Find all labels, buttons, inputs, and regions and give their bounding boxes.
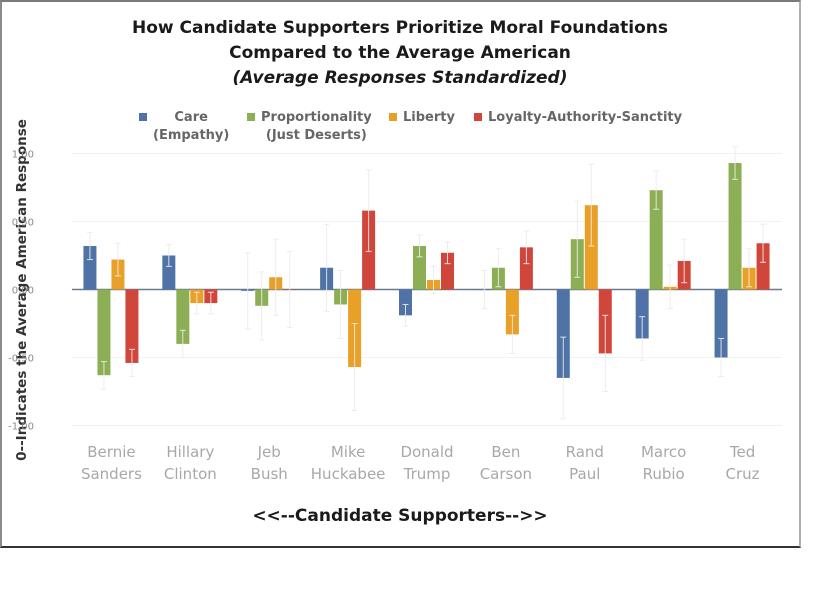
x-tick-label-first: Bernie: [87, 443, 135, 461]
x-tick-label-last: Bush: [251, 465, 288, 483]
y-tick-label: 0.50: [12, 218, 34, 229]
legend-label-proportionality: Proportionality: [261, 110, 372, 125]
bar-proportionality-bernie: [97, 289, 111, 376]
legend: Care (Empathy) Proportionality (Just Deser…: [0, 109, 800, 149]
bar-proportionality-donald: [413, 245, 426, 290]
legend-swatch-las: [474, 113, 482, 121]
chart-title: How Candidate Supporters Prioritize Mora…: [132, 18, 668, 38]
x-tick-label-last: Paul: [569, 465, 600, 483]
y-tick-label: 0.00: [12, 286, 34, 297]
x-tick-label-last: Cruz: [726, 465, 760, 483]
chart-subtitle: (Average Responses Standardized): [232, 68, 568, 88]
bar-care-marco: [635, 289, 649, 339]
legend-sublabel-proportionality: (Just Deserts): [265, 128, 367, 143]
legend-sublabel-care: (Empathy): [153, 128, 230, 143]
bar-care-bernie: [83, 245, 97, 290]
legend-swatch-liberty: [389, 113, 397, 121]
bar-care-donald: [399, 289, 412, 316]
legend-item-las: Loyalty-Authority-Sanctity: [474, 109, 682, 127]
x-tick-label-first: Jeb: [257, 443, 281, 461]
y-tick-label: -0.50: [8, 354, 34, 365]
y-tick-label: 1.00: [12, 150, 34, 161]
x-tick-label-last: Clinton: [164, 465, 217, 483]
bar-care-rand: [556, 289, 570, 378]
x-tick-label-first: Ted: [729, 443, 755, 461]
x-axis-label: <<--Candidate Supporters-->>: [252, 506, 548, 526]
x-tick-label-first: Hillary: [166, 443, 214, 461]
bar-loyalty-authority-sanctity-ben: [519, 247, 533, 290]
legend-label-las: Loyalty-Authority-Sanctity: [488, 110, 683, 125]
bar-care-ted: [714, 289, 728, 358]
bar-proportionality-ted: [728, 163, 742, 290]
bar-loyalty-authority-sanctity-ted: [756, 243, 770, 290]
legend-item-proportionality: Proportionality (Just Deserts): [247, 109, 372, 145]
y-tick-label: -1.00: [8, 422, 34, 433]
bar-proportionality-hillary: [176, 289, 190, 344]
chart-title-line2: Compared to the Average American: [229, 43, 571, 63]
bar-proportionality-marco: [649, 190, 663, 290]
x-tick-label-last: Rubio: [643, 465, 685, 483]
x-tick-label-first: Mike: [331, 443, 366, 461]
bar-liberty-ben: [505, 289, 519, 335]
legend-swatch-care: [139, 113, 147, 121]
chart-frame: [0, 0, 801, 548]
x-tick-label-last: Carson: [480, 465, 532, 483]
legend-swatch-proportionality: [247, 113, 255, 121]
bar-liberty-rand: [584, 205, 598, 290]
x-tick-label-last: Trump: [403, 465, 451, 483]
legend-label-liberty: Liberty: [403, 110, 455, 125]
legend-label-care: Care: [174, 110, 208, 125]
x-tick-label-first: Donald: [400, 443, 453, 461]
bar-loyalty-authority-sanctity-donald: [441, 252, 454, 290]
x-tick-label-first: Ben: [491, 443, 520, 461]
bar-loyalty-authority-sanctity-bernie: [125, 289, 139, 363]
x-tick-label-last: Sanders: [81, 465, 142, 483]
legend-item-care: Care (Empathy): [139, 109, 229, 145]
x-tick-label-last: Huckabee: [311, 465, 386, 483]
x-tick-label-first: Marco: [641, 443, 686, 461]
legend-item-liberty: Liberty: [389, 109, 455, 127]
bar-care-hillary: [162, 255, 176, 290]
x-tick-label-first: Rand: [566, 443, 604, 461]
